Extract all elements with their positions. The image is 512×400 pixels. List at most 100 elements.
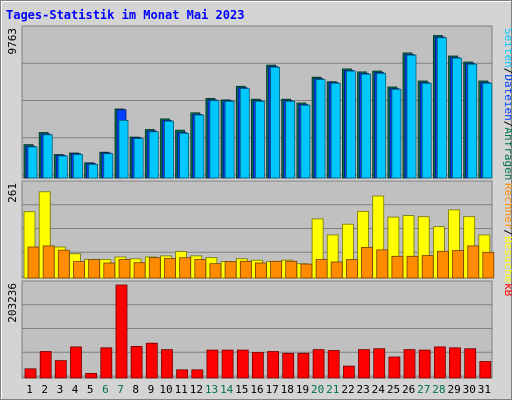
x-tick-label-day-21: 21 bbox=[326, 383, 339, 396]
bar-seiten-day-26 bbox=[406, 54, 417, 179]
bar-kb-day-14 bbox=[221, 349, 234, 379]
bar-rechner-day-15 bbox=[239, 260, 252, 279]
bar-kb-day-2 bbox=[39, 351, 52, 379]
bar-seiten-day-18 bbox=[285, 101, 296, 179]
bar-kb-day-31 bbox=[479, 361, 492, 379]
bar-rechner-day-11 bbox=[179, 257, 192, 279]
bar-kb-day-21 bbox=[327, 350, 340, 379]
x-tick-label-day-1: 1 bbox=[26, 383, 33, 396]
bar-seiten-day-29 bbox=[452, 57, 462, 179]
bar-seiten-day-15 bbox=[239, 88, 250, 179]
x-tick-label-day-28: 28 bbox=[432, 383, 445, 396]
bar-seiten-day-1 bbox=[27, 146, 38, 179]
bar-rechner-day-29 bbox=[452, 250, 464, 279]
legend-separator: / bbox=[502, 229, 512, 236]
x-tick-label-day-10: 10 bbox=[159, 383, 172, 396]
bar-kb-day-12 bbox=[191, 369, 204, 379]
bar-kb-day-22 bbox=[342, 365, 355, 379]
bar-rechner-day-23 bbox=[361, 246, 373, 279]
bar-kb-day-3 bbox=[54, 360, 67, 379]
bar-seiten-day-27 bbox=[421, 82, 432, 179]
x-tick-label-day-30: 30 bbox=[463, 383, 476, 396]
bar-seiten-day-24 bbox=[376, 73, 387, 179]
bar-kb-day-19 bbox=[297, 352, 310, 379]
bar-rechner-day-24 bbox=[376, 249, 389, 279]
max-value-label-middle: 261 bbox=[6, 183, 19, 203]
bar-kb-day-11 bbox=[176, 369, 189, 379]
x-tick-label-day-26: 26 bbox=[402, 383, 415, 396]
bar-seiten-day-6 bbox=[103, 153, 114, 179]
bar-rechner-day-7 bbox=[118, 259, 131, 279]
legend-entry-dateien: Dateien bbox=[502, 74, 512, 120]
bar-seiten-day-4 bbox=[73, 154, 83, 179]
x-tick-label-day-29: 29 bbox=[447, 383, 460, 396]
bar-rechner-day-19 bbox=[300, 263, 313, 279]
bar-seiten-day-2 bbox=[42, 134, 53, 179]
bar-kb-day-16 bbox=[251, 351, 264, 379]
bar-kb-day-7 bbox=[115, 284, 128, 379]
legend-separator: / bbox=[502, 68, 512, 75]
x-tick-label-day-7: 7 bbox=[117, 383, 124, 396]
bar-seiten-day-19 bbox=[300, 104, 311, 179]
bar-rechner-day-21 bbox=[330, 261, 343, 279]
bar-rechner-day-6 bbox=[103, 262, 116, 279]
bar-rechner-day-16 bbox=[254, 262, 267, 279]
legend-top: Seiten/Dateien/Anfragen bbox=[502, 28, 512, 180]
bar-kb-day-29 bbox=[449, 347, 461, 379]
bar-rechner-day-10 bbox=[164, 257, 176, 279]
bar-rechner-day-30 bbox=[467, 245, 480, 279]
bar-seiten-day-14 bbox=[224, 101, 235, 179]
x-tick-label-day-13: 13 bbox=[205, 383, 218, 396]
bar-rechner-day-28 bbox=[436, 250, 449, 279]
x-tick-label-day-6: 6 bbox=[102, 383, 109, 396]
bar-kb-day-17 bbox=[267, 351, 280, 379]
legend-separator: / bbox=[502, 121, 512, 128]
legend-entry-rechner: Rechner bbox=[502, 183, 512, 230]
legend-entry-seiten: Seiten bbox=[502, 28, 512, 68]
bar-rechner-day-2 bbox=[42, 245, 55, 279]
bar-seiten-day-7 bbox=[118, 120, 129, 179]
x-tick-label-day-19: 19 bbox=[296, 383, 309, 396]
bar-rechner-day-13 bbox=[209, 263, 222, 279]
x-tick-label-day-12: 12 bbox=[190, 383, 203, 396]
legend-entry-kb: kB bbox=[502, 283, 512, 297]
bar-kb-day-23 bbox=[358, 349, 370, 379]
bar-rechner-day-14 bbox=[224, 261, 237, 279]
bar-rechner-day-3 bbox=[57, 249, 70, 279]
bar-rechner-day-9 bbox=[148, 257, 161, 279]
bar-kb-day-6 bbox=[100, 347, 113, 379]
max-value-label-top: 9763 bbox=[6, 28, 19, 55]
bar-seiten-day-5 bbox=[88, 163, 98, 179]
bar-rechner-day-27 bbox=[421, 255, 434, 279]
bar-kb-day-13 bbox=[206, 349, 219, 379]
x-tick-label-day-14: 14 bbox=[220, 383, 234, 396]
bar-seiten-day-28 bbox=[436, 37, 447, 179]
bar-rechner-day-17 bbox=[270, 260, 283, 279]
x-tick-label-day-27: 27 bbox=[417, 383, 430, 396]
bar-kb-day-5 bbox=[85, 372, 97, 379]
legend-bottom: kB bbox=[502, 283, 512, 297]
x-tick-label-day-8: 8 bbox=[132, 383, 139, 396]
bar-rechner-day-8 bbox=[133, 262, 146, 279]
max-value-label-bottom: 203236 bbox=[6, 283, 19, 323]
bar-kb-day-9 bbox=[145, 342, 158, 379]
bar-kb-day-8 bbox=[130, 345, 143, 379]
bar-kb-day-25 bbox=[388, 356, 401, 379]
bar-seiten-day-10 bbox=[164, 120, 174, 179]
bar-kb-day-20 bbox=[312, 349, 325, 379]
bar-rechner-day-26 bbox=[406, 255, 419, 279]
bar-seiten-day-30 bbox=[467, 63, 478, 179]
bar-rechner-day-20 bbox=[315, 259, 328, 279]
bar-rechner-day-18 bbox=[285, 260, 298, 279]
bar-rechner-day-4 bbox=[73, 261, 85, 279]
bar-rechner-day-12 bbox=[194, 259, 207, 279]
x-tick-label-day-17: 17 bbox=[266, 383, 279, 396]
x-tick-label-day-31: 31 bbox=[478, 383, 491, 396]
x-tick-label-day-22: 22 bbox=[341, 383, 354, 396]
legend-entry-anfragen: Anfragen bbox=[502, 127, 512, 180]
x-tick-label-day-2: 2 bbox=[41, 383, 48, 396]
x-tick-label-day-15: 15 bbox=[235, 383, 248, 396]
bar-seiten-day-11 bbox=[179, 132, 190, 179]
bar-kb-day-15 bbox=[236, 349, 249, 379]
